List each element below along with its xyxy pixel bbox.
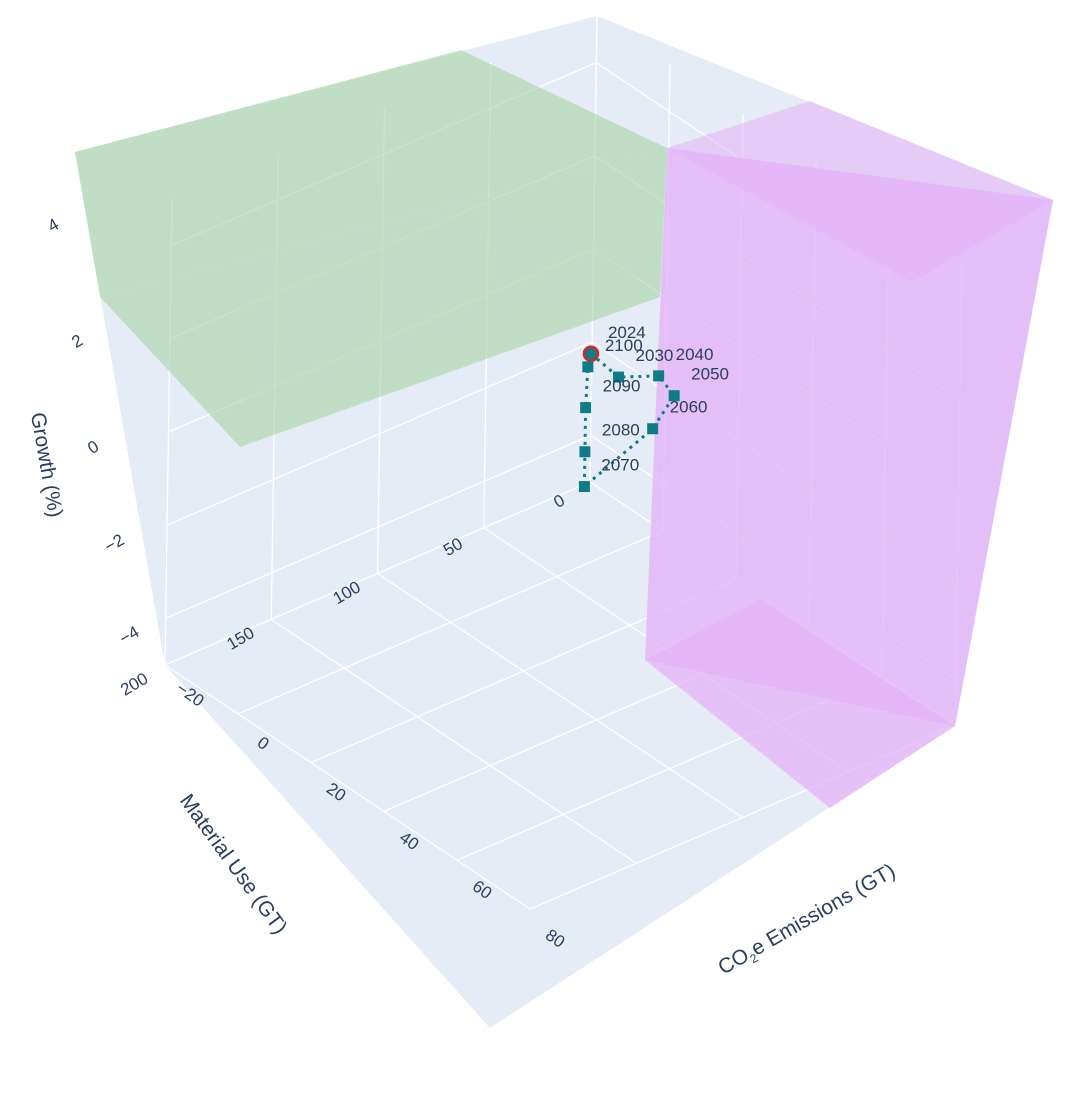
z-tick-label: 0	[84, 437, 102, 458]
x-axis-title: CO2e Emissions (GT)	[714, 859, 901, 982]
region-pink-bottom	[645, 600, 955, 808]
floor-grid-y	[270, 618, 637, 864]
region-green-face	[100, 148, 667, 447]
point-label: 2070	[601, 456, 639, 475]
region-green-top	[75, 50, 667, 297]
point-label: 2060	[670, 398, 708, 417]
floor-grid-y	[164, 664, 531, 910]
region-green	[75, 50, 667, 447]
point-label: 2040	[676, 345, 714, 364]
x-axis-title-prefix: CO	[714, 944, 753, 980]
point-marker[interactable]	[580, 402, 592, 414]
z-tick-label: 2	[68, 331, 86, 352]
y-tick-label: 200	[117, 669, 151, 700]
point-label: 2090	[603, 377, 641, 396]
point-marker[interactable]	[653, 370, 665, 382]
trajectory-line	[582, 352, 677, 490]
point-marker-highlight[interactable]	[582, 345, 600, 363]
point-label: 2030	[636, 346, 674, 365]
point-marker[interactable]	[578, 481, 590, 493]
point-marker[interactable]	[668, 390, 680, 402]
point-marker[interactable]	[647, 423, 659, 435]
region-pink-face	[645, 148, 1053, 726]
point-label: 2080	[602, 421, 640, 440]
point-label: 2024	[608, 323, 646, 342]
floor-grid-y	[377, 572, 743, 819]
region-green-inner	[230, 188, 664, 410]
point-label: 2050	[691, 365, 729, 384]
y-axis-title: Material Use (GT)	[175, 790, 292, 939]
point-marker[interactable]	[613, 371, 625, 383]
left-wall-grid-z	[166, 341, 593, 526]
left-wall-grid-z	[165, 434, 591, 619]
z-tick-label: −2	[101, 530, 127, 556]
x-axis-title-suffix: e Emissions (GT)	[747, 859, 899, 960]
point-label: 2100	[605, 336, 643, 355]
point-marker[interactable]	[582, 361, 594, 373]
point-marker[interactable]	[579, 446, 591, 458]
z-tick-label: −4	[116, 622, 142, 648]
region-pink	[645, 101, 1053, 808]
z-axis-title: Growth (%)	[26, 411, 67, 520]
z-tick-label: 4	[44, 215, 62, 236]
